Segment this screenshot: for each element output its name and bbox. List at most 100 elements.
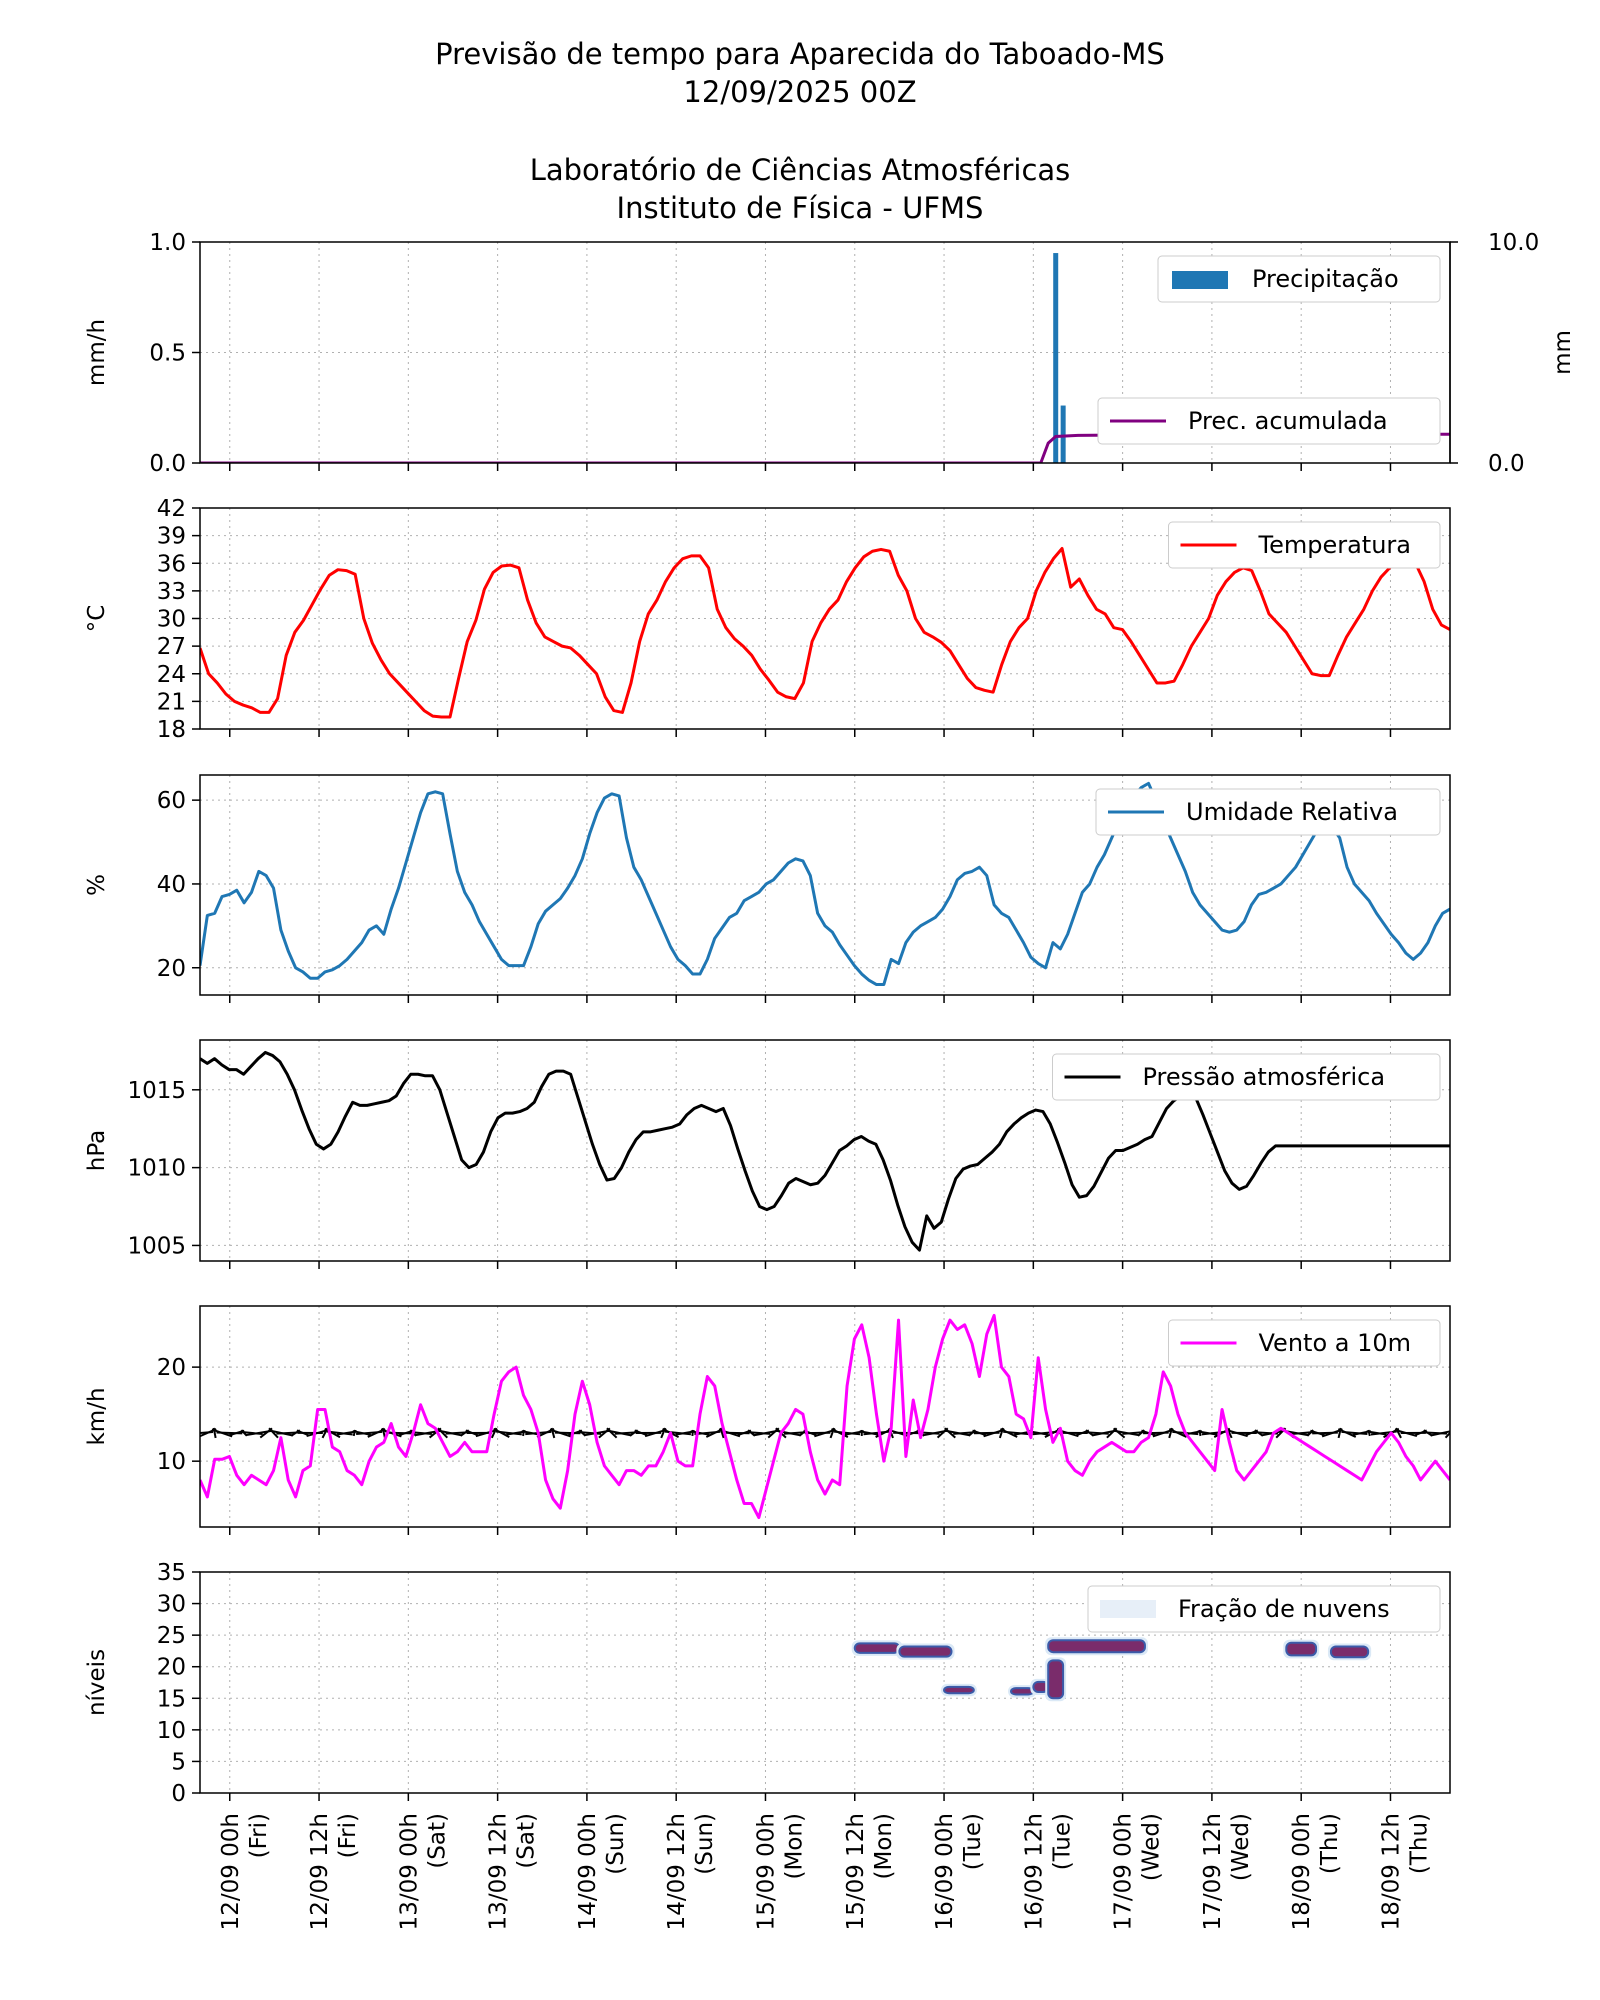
y-tick-label: 25 [157, 1623, 186, 1649]
axes-frame [199, 1039, 1451, 1262]
plot-area [200, 1313, 1450, 1520]
wind-arrow [1112, 1427, 1126, 1439]
plot-area [851, 1637, 1372, 1702]
legend-label: Prec. acumulada [1188, 407, 1388, 435]
y-right-tick-label: 10.0 [1488, 230, 1539, 256]
y-tick-label: 10 [157, 1449, 186, 1475]
series-line [200, 1313, 1450, 1520]
y-tick-label: 0.5 [149, 341, 186, 367]
figure-title-line4: Instituto de Física - UFMS [617, 191, 984, 225]
legend: Pressão atmosférica [1052, 1053, 1441, 1101]
series-line [200, 1050, 1450, 1252]
time-axis: 12/09 00h (Fri) 12/09 12h (Fri) 13/09 00h (Sa… [218, 1813, 1433, 1930]
x-tick-day: (Sat) [424, 1813, 450, 1869]
y-tick-label: 60 [157, 788, 186, 814]
y-tick-label: 27 [157, 634, 186, 660]
legend-label: Temperatura [1258, 531, 1412, 559]
wind-arrow [1003, 1430, 1030, 1436]
x-tick-date: 15/09 00h [753, 1813, 779, 1930]
wind-arrow [1444, 1431, 1450, 1439]
legend-box [1157, 255, 1441, 303]
y-tick-label: 20 [157, 1355, 186, 1381]
panel-5: 10 20 km/h Vento a 10m [84, 1305, 1451, 1535]
legend-box [1097, 397, 1441, 445]
legend-label: Fração de nuvens [1178, 1595, 1390, 1623]
figure-title-line2: 12/09/2025 00Z [683, 75, 916, 109]
x-tick-date: 12/09 12h [307, 1813, 333, 1930]
y-tick-label: 0.0 [149, 451, 186, 477]
y-tick-label: 33 [157, 579, 186, 605]
y-axis-label: % [84, 874, 110, 896]
y-axis-label: km/h [84, 1387, 110, 1445]
wind-arrow [1321, 1428, 1343, 1438]
cloud-patch [853, 1642, 901, 1654]
y-tick-label: 1005 [127, 1233, 186, 1259]
y-tick-label: 35 [157, 1560, 186, 1586]
cloud-patch [1047, 1639, 1146, 1654]
legend-swatch [1172, 271, 1228, 289]
x-tick-date: 14/09 12h [664, 1813, 690, 1930]
axes-frame [199, 507, 1451, 730]
legend-box [1095, 788, 1441, 836]
wind-arrow [664, 1430, 691, 1436]
x-tick-day: (Thu) [1406, 1813, 1432, 1874]
legend-box [1168, 1319, 1441, 1367]
x-tick-date: 14/09 00h [575, 1813, 601, 1930]
figure-title-line1: Previsão de tempo para Aparecida do Tabo… [435, 37, 1165, 71]
figure-title-line3: Laboratório de Ciências Atmosféricas [530, 153, 1071, 187]
legend: Vento a 10m [1168, 1319, 1441, 1367]
y-right-axis-label: mm [1550, 330, 1576, 375]
y-tick-label: 1.0 [149, 230, 186, 256]
x-tick-day: (Sun) [692, 1813, 718, 1875]
wind-arrow [983, 1428, 1005, 1438]
y-tick-label: 15 [157, 1686, 186, 1712]
cloud-patch [1047, 1659, 1065, 1700]
y-tick-label: 30 [157, 1592, 186, 1618]
x-tick-day: (Mon) [781, 1813, 807, 1879]
x-tick-day: (Sat) [514, 1813, 540, 1869]
legend-swatch [1100, 1600, 1156, 1618]
y-tick-label: 1015 [127, 1078, 186, 1104]
axes-frame [199, 241, 1451, 464]
x-tick-day: (Tue) [960, 1813, 986, 1870]
legend-box [1052, 1053, 1441, 1101]
wind-arrow [495, 1430, 522, 1436]
axes-frame [199, 1305, 1451, 1528]
x-tick-date: 15/09 12h [843, 1813, 869, 1930]
y-tick-label: 1010 [127, 1156, 186, 1182]
x-tick-day: (Mon) [871, 1813, 897, 1879]
legend-box [1168, 521, 1441, 569]
y-tick-label: 24 [157, 662, 186, 688]
y-tick-label: 36 [157, 551, 186, 577]
cloud-patch [1010, 1687, 1035, 1696]
cloud-patch [898, 1645, 953, 1658]
y-tick-label: 42 [157, 496, 186, 522]
y-axis-label: níveis [84, 1649, 110, 1716]
legend-label: Precipitação [1252, 265, 1399, 293]
axes-frame [199, 1571, 1451, 1794]
cloud-patch [1285, 1641, 1318, 1657]
legend-label: Vento a 10m [1259, 1329, 1412, 1357]
x-tick-day: (Wed) [1139, 1813, 1165, 1881]
panels: 0.0 0.5 1.0 mm/h 0.0 10.0 mm Precipitação Prec. … [84, 230, 1576, 1807]
x-tick-date: 16/09 00h [932, 1813, 958, 1930]
legend: Temperatura [1168, 521, 1441, 569]
y-tick-label: 10 [157, 1718, 186, 1744]
x-tick-day: (Fri) [335, 1813, 361, 1858]
x-tick-date: 16/09 12h [1021, 1813, 1047, 1930]
panel-4: 1005 1010 1015 hPa Pressão atmosférica [84, 1039, 1451, 1269]
wind-arrow [326, 1430, 353, 1436]
cloud-patch [943, 1685, 975, 1695]
x-tick-day: (Sun) [603, 1813, 629, 1875]
y-tick-label: 0 [171, 1781, 186, 1807]
legend: Umidade Relativa [1095, 788, 1441, 836]
x-tick-day: (Wed) [1228, 1813, 1254, 1881]
y-tick-label: 20 [157, 1655, 186, 1681]
x-tick-date: 12/09 00h [218, 1813, 244, 1930]
y-tick-label: 21 [157, 689, 186, 715]
panel-3: 20 40 60% Umidade Relativa [84, 774, 1451, 1003]
y-right-tick-label: 0.0 [1488, 451, 1525, 477]
wind-arrows [200, 1427, 1450, 1439]
wind-arrow [944, 1427, 956, 1439]
